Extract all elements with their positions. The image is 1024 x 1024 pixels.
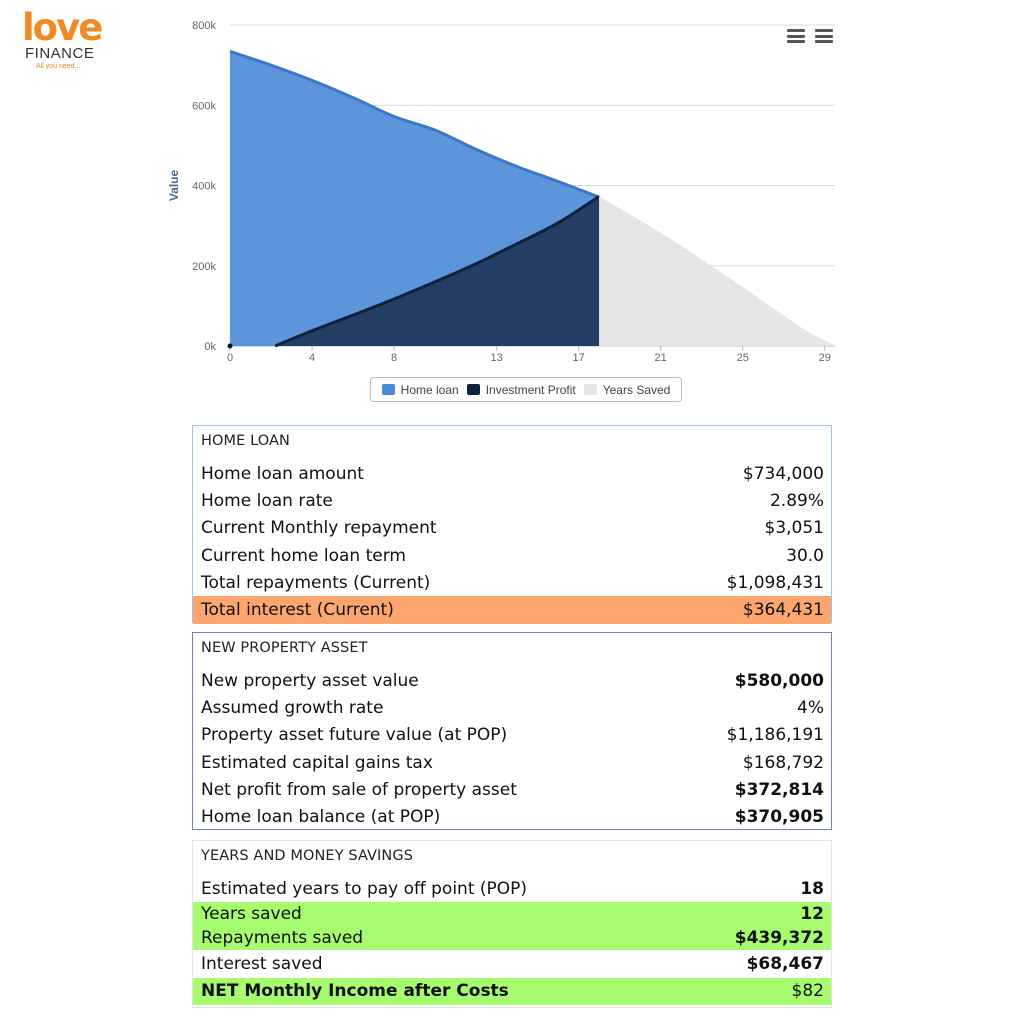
x-tick-label: 0	[227, 352, 233, 364]
y-tick-label: 400k	[192, 181, 216, 193]
logo-word: love	[22, 6, 103, 49]
row-value: 30.0	[786, 545, 824, 566]
row-label: Estimated years to pay off point (POP)	[201, 878, 528, 899]
legend-label-investment-profit: Investment Profit	[485, 382, 576, 397]
y-axis-label: Value	[167, 170, 181, 202]
property-asset-heading: NEW PROPERTY ASSET	[201, 640, 368, 656]
row-monthly-repayment: Current Monthly repayment $3,051	[193, 515, 831, 542]
row-total-repayments: Total repayments (Current) $1,098,431	[193, 569, 831, 596]
x-tick-label: 17	[573, 352, 585, 364]
x-tick-label: 25	[737, 352, 749, 364]
row-label: Total interest (Current)	[201, 600, 394, 621]
row-label: Total repayments (Current)	[201, 572, 431, 593]
x-tick-label: 4	[309, 352, 315, 364]
row-value: $1,186,191	[726, 725, 824, 746]
savings-panel: YEARS AND MONEY SAVINGS Estimated years …	[192, 840, 832, 1008]
row-home-loan-rate: Home loan rate 2.89%	[193, 487, 831, 514]
row-label: Property asset future value (at POP)	[201, 725, 508, 746]
row-label: Home loan balance (at POP)	[201, 807, 441, 828]
row-value: $3,051	[764, 518, 824, 539]
row-home-loan-amount: Home loan amount $734,000	[193, 460, 831, 487]
row-label: New property asset value	[201, 670, 419, 691]
row-years-to-pop: Estimated years to pay off point (POP) 1…	[193, 875, 831, 902]
row-value: $580,000	[734, 670, 824, 691]
y-tick-label: 600k	[192, 100, 216, 112]
x-tick-label: 13	[490, 352, 502, 364]
row-years-saved: Years saved 12	[193, 902, 831, 927]
legend-item-home-loan[interactable]: Home loan	[381, 382, 459, 397]
origin-point	[227, 343, 233, 349]
row-value: $364,431	[742, 600, 824, 621]
row-repayments-saved: Repayments saved $439,372	[193, 926, 831, 951]
chart-legend: Home loan Investment Profit Years Saved	[370, 377, 682, 402]
row-value: $68,467	[746, 953, 824, 974]
row-label: Years saved	[201, 904, 302, 925]
row-total-interest: Total interest (Current) $364,431	[193, 596, 831, 624]
y-tick-label: 800k	[192, 20, 216, 32]
row-label: Assumed growth rate	[201, 697, 384, 718]
property-asset-panel: NEW PROPERTY ASSET New property asset va…	[192, 632, 832, 830]
area-years-saved	[599, 197, 835, 346]
series-line-years-saved	[598, 196, 836, 347]
row-interest-saved: Interest saved $68,467	[193, 950, 831, 977]
row-label: NET Monthly Income after Costs	[201, 981, 509, 1002]
y-tick-label: 0k	[204, 341, 216, 353]
row-label: Estimated capital gains tax	[201, 752, 433, 773]
love-finance-logo: love FINANCE All you need...	[22, 6, 104, 71]
row-future-value: Property asset future value (at POP) $1,…	[193, 722, 831, 749]
chart-export-menu-icon[interactable]	[815, 29, 833, 43]
row-growth-rate: Assumed growth rate 4%	[193, 694, 831, 721]
row-label: Interest saved	[201, 953, 323, 974]
row-net-monthly-income: NET Monthly Income after Costs $82	[193, 977, 831, 1005]
row-label: Repayments saved	[201, 928, 364, 949]
x-tick-label: 21	[655, 352, 667, 364]
row-label: Home loan amount	[201, 463, 364, 484]
savings-heading: YEARS AND MONEY SAVINGS	[201, 848, 414, 864]
row-net-profit: Net profit from sale of property asset $…	[193, 776, 831, 803]
logo-subtitle: FINANCE	[25, 45, 95, 62]
x-tick-label: 29	[819, 352, 831, 364]
row-label: Home loan rate	[201, 490, 333, 511]
legend-item-investment-profit[interactable]: Investment Profit	[466, 382, 576, 397]
x-tick-label: 8	[391, 352, 397, 364]
legend-swatch-home-loan	[381, 384, 395, 395]
y-tick-label: 200k	[192, 261, 216, 273]
row-asset-value: New property asset value $580,000	[193, 667, 831, 694]
row-capital-gains-tax: Estimated capital gains tax $168,792	[193, 749, 831, 776]
row-label: Current Monthly repayment	[201, 518, 437, 539]
chart-menu-icon[interactable]	[787, 29, 805, 43]
row-value: $168,792	[742, 752, 824, 773]
row-value: $370,905	[734, 807, 824, 828]
row-label: Current home loan term	[201, 545, 406, 566]
home-loan-heading: HOME LOAN	[201, 433, 290, 449]
legend-swatch-years-saved	[583, 384, 597, 395]
legend-label-years-saved: Years Saved	[602, 382, 671, 397]
legend-swatch-investment-profit	[466, 384, 480, 395]
legend-item-years-saved[interactable]: Years Saved	[583, 382, 671, 397]
row-value: 4%	[797, 697, 824, 718]
row-value: $82	[791, 981, 824, 1002]
row-label: Net profit from sale of property asset	[201, 779, 517, 800]
series-line-home-loan	[229, 50, 600, 199]
row-value: $1,098,431	[726, 572, 824, 593]
row-loan-balance: Home loan balance (at POP) $370,905	[193, 803, 831, 830]
logo-tagline: All you need...	[36, 63, 81, 70]
row-value: 2.89%	[769, 490, 824, 511]
row-value: $439,372	[734, 928, 824, 949]
row-value: 18	[800, 878, 824, 899]
area-chart: 0k 200k 400k 600k 800k 0 4 8 13 17 21 25 29 Value	[167, 20, 836, 364]
home-loan-panel: HOME LOAN Home loan amount $734,000 Home…	[192, 425, 832, 624]
legend-label-home-loan: Home loan	[400, 382, 459, 397]
series-line-investment-profit	[274, 195, 600, 348]
area-investment-profit	[275, 196, 600, 346]
row-value: $372,814	[734, 779, 824, 800]
row-value: $734,000	[742, 463, 824, 484]
row-loan-term: Current home loan term 30.0	[193, 542, 831, 569]
row-value: 12	[800, 904, 824, 925]
